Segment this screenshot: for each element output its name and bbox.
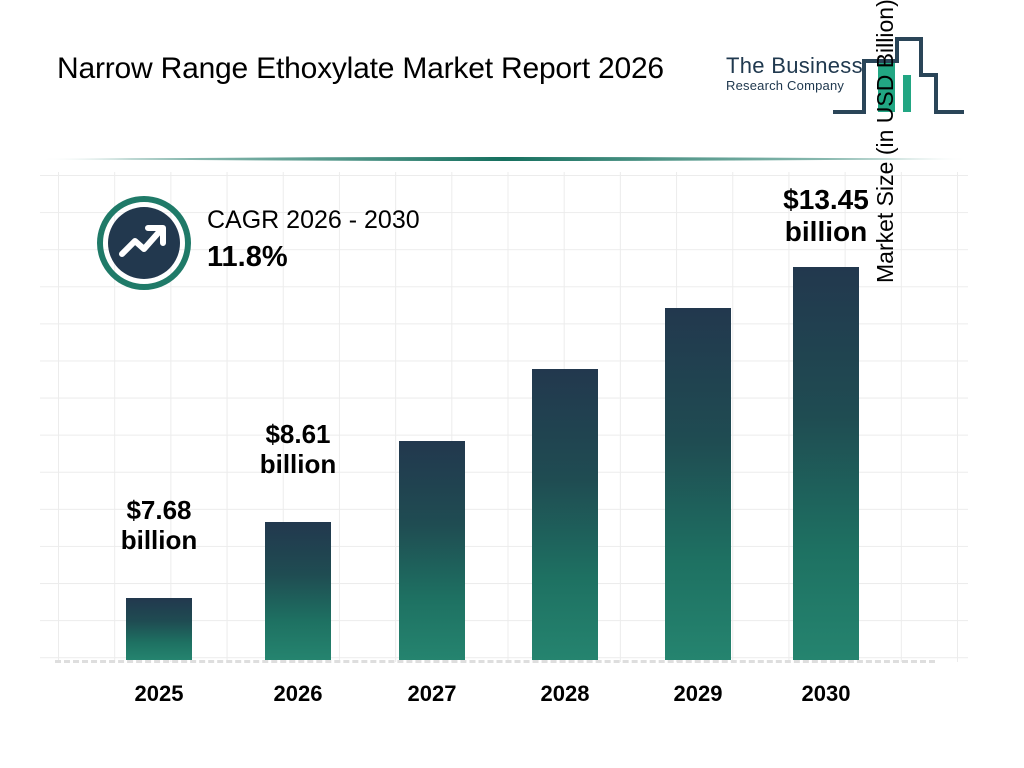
page-header: Narrow Range Ethoxylate Market Report 20…: [0, 0, 1024, 161]
page-title: Narrow Range Ethoxylate Market Report 20…: [57, 52, 664, 85]
y-axis-title: Market Size (in USD Billion): [872, 0, 898, 283]
bar-2025[interactable]: [126, 598, 192, 660]
cagr-range-label: CAGR 2026 - 2030: [207, 206, 420, 234]
bar-value-amount-2026: $8.61: [265, 419, 331, 449]
bar-value-label-2030: $13.45 billion: [751, 184, 901, 249]
bar-value-amount-2025: $7.68: [126, 495, 192, 525]
bar-2027[interactable]: [399, 441, 465, 660]
bar-chart-logo-mark: [833, 37, 964, 114]
trending-up-arrow-icon: [97, 196, 191, 290]
cagr-value-label: 11.8%: [207, 241, 288, 273]
header-divider: [40, 157, 968, 161]
bar-value-label-2026: $8.61 billion: [223, 419, 373, 479]
logo-line-2: Research Company: [726, 78, 845, 94]
x-axis-label-2028: 2028: [540, 681, 590, 706]
company-logo: The Business Research Company: [726, 34, 966, 124]
logo-line-1: The Business: [726, 53, 863, 78]
x-axis-label-2026: 2026: [273, 681, 323, 706]
bar-2026[interactable]: [265, 522, 331, 660]
bar-2028[interactable]: [532, 369, 598, 660]
bar-value-label-2025: $7.68 billion: [84, 495, 234, 555]
bar-value-amount-2030: $13.45: [783, 184, 869, 215]
x-axis-label-2027: 2027: [407, 681, 457, 706]
bar-2030[interactable]: [793, 267, 859, 660]
x-axis-label-2029: 2029: [673, 681, 723, 706]
logo-wordmark: The Business Research Company: [726, 54, 876, 93]
bar-2029[interactable]: [665, 308, 731, 660]
bar-value-unit-2025: billion: [120, 525, 198, 556]
chart-baseline: [55, 660, 935, 663]
x-axis-label-2030: 2030: [801, 681, 851, 706]
bar-value-unit-2026: billion: [259, 449, 337, 480]
x-axis-label-2025: 2025: [134, 681, 184, 706]
cagr-text-group: CAGR 2026 - 2030 11.8%: [207, 205, 527, 275]
cagr-badge: CAGR 2026 - 2030 11.8%: [97, 196, 517, 296]
bar-value-unit-2030: billion: [784, 216, 868, 248]
